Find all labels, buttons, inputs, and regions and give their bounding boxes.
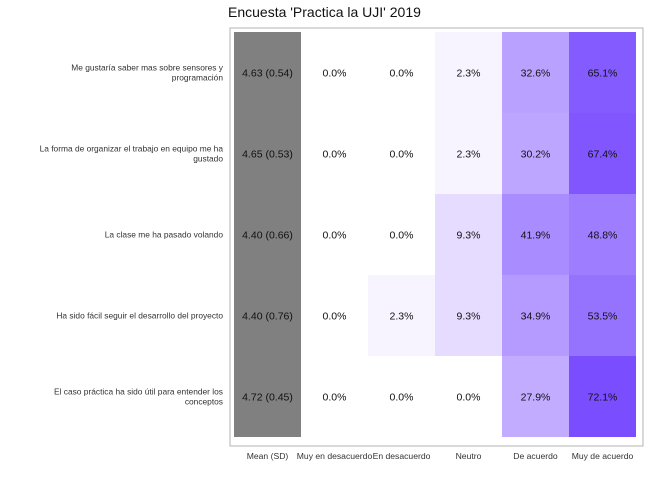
cell-value-label: 0.0% [390, 230, 414, 242]
row-label: Me gustaría saber mas sobre sensores y [71, 63, 224, 73]
cell-value-label: 34.9% [521, 311, 551, 323]
cell-value-label: 0.0% [323, 392, 347, 404]
column-label: Muy en desacuerdo [297, 451, 373, 461]
cell-value-label: 27.9% [521, 392, 551, 404]
cell-value-label: 72.1% [588, 392, 618, 404]
heatmap-cell [569, 32, 636, 113]
mean-column-band [234, 32, 301, 437]
cell-value-label: 67.4% [588, 149, 618, 161]
cell-value-label: 0.0% [323, 68, 347, 80]
cell-value-label: 32.6% [521, 68, 551, 80]
cell-value-label: 0.0% [390, 149, 414, 161]
cell-value-label: 30.2% [521, 149, 551, 161]
column-label: Mean (SD) [247, 451, 289, 461]
column-label: En desacuerdo [373, 451, 431, 461]
heatmap-cell [368, 113, 435, 194]
cells-layer [234, 32, 636, 437]
panel-border [229, 27, 644, 447]
heatmap-cell [435, 356, 502, 437]
heatmap-cell [569, 194, 636, 275]
column-label: Muy de acuerdo [572, 451, 634, 461]
cell-value-label: 41.9% [521, 230, 551, 242]
cell-value-label: 0.0% [390, 68, 414, 80]
row-label: La forma de organizar el trabajo en equi… [40, 144, 224, 154]
heatmap-cell [569, 275, 636, 356]
heatmap-cell [301, 275, 368, 356]
column-label: Neutro [456, 451, 482, 461]
row-label: gustado [193, 154, 223, 164]
column-label: De acuerdo [513, 451, 558, 461]
heatmap-cell [301, 194, 368, 275]
mean-sd-label: 4.72 (0.45) [242, 392, 293, 404]
heatmap-cell [435, 275, 502, 356]
cell-value-label: 0.0% [390, 392, 414, 404]
mean-sd-label: 4.63 (0.54) [242, 68, 293, 80]
cell-value-label: 0.0% [323, 230, 347, 242]
heatmap-cell [301, 113, 368, 194]
heatmap-cell [502, 356, 569, 437]
cell-value-label: 0.0% [323, 149, 347, 161]
heatmap-cell [502, 275, 569, 356]
heatmap-cell [502, 32, 569, 113]
cell-value-label: 48.8% [588, 230, 618, 242]
cell-value-label: 53.5% [588, 311, 618, 323]
cell-value-label: 2.3% [457, 68, 481, 80]
heatmap-cell [368, 356, 435, 437]
row-label: El caso práctica ha sido útil para enten… [54, 387, 223, 397]
labels-layer: 4.63 (0.54) 0.0% 0.0% 2.3% 32.6% 65.1% Me gust… [40, 63, 634, 462]
heatmap-cell [569, 113, 636, 194]
row-label: conceptos [185, 397, 223, 407]
row-label: programación [172, 73, 224, 83]
row-label: La clase me ha pasado volando [105, 230, 224, 240]
heatmap-cell [301, 32, 368, 113]
heatmap-cell [435, 194, 502, 275]
heatmap-cell [569, 356, 636, 437]
cell-value-label: 9.3% [457, 230, 481, 242]
heatmap-cell [368, 194, 435, 275]
row-label: Ha sido fácil seguir el desarrollo del p… [56, 311, 223, 321]
heatmap-cell [368, 32, 435, 113]
cell-value-label: 65.1% [588, 68, 618, 80]
mean-sd-label: 4.40 (0.76) [242, 311, 293, 323]
heatmap-cell [368, 275, 435, 356]
cell-value-label: 0.0% [323, 311, 347, 323]
heatmap-cell [435, 32, 502, 113]
cell-value-label: 0.0% [457, 392, 481, 404]
chart-title: Encuesta 'Practica la UJI' 2019 [228, 4, 421, 20]
cell-value-label: 2.3% [457, 149, 481, 161]
cell-value-label: 2.3% [390, 311, 414, 323]
mean-sd-label: 4.65 (0.53) [242, 149, 293, 161]
heatmap-cell [502, 194, 569, 275]
cell-value-label: 9.3% [457, 311, 481, 323]
mean-sd-label: 4.40 (0.66) [242, 230, 293, 242]
heatmap-cell [502, 113, 569, 194]
heatmap-cell [301, 356, 368, 437]
heatmap-cell [435, 113, 502, 194]
